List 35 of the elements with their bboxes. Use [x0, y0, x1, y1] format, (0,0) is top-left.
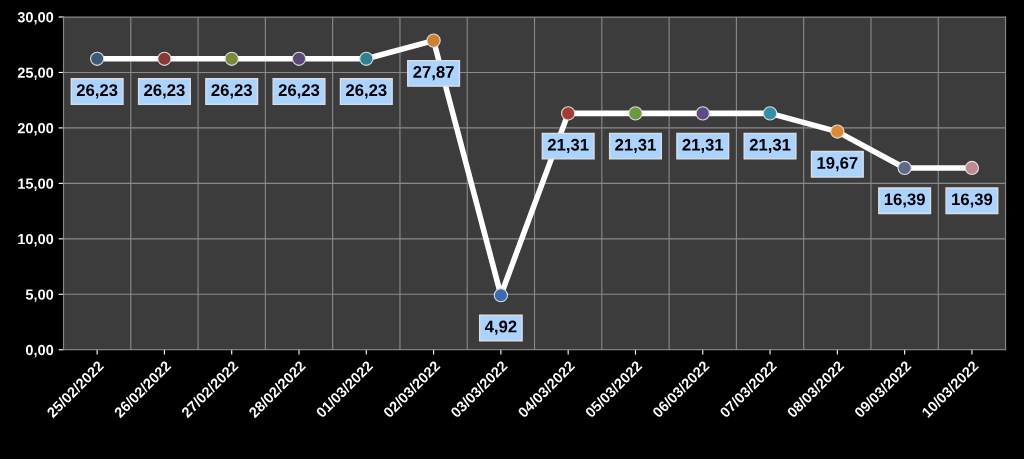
data-label: 26,23 — [144, 84, 185, 99]
data-label: 4,92 — [484, 320, 517, 335]
y-tick-label: 0,00 — [25, 344, 54, 358]
data-label: 19,67 — [817, 157, 858, 172]
data-label: 16,39 — [952, 193, 993, 208]
point — [426, 33, 441, 48]
point — [897, 160, 912, 176]
data-label: 27,87 — [413, 66, 454, 81]
point — [695, 106, 710, 121]
point — [964, 160, 980, 176]
y-tick-label: 25,00 — [17, 67, 54, 80]
point — [493, 288, 509, 303]
point — [157, 51, 172, 66]
y-tick-label: 15,00 — [18, 178, 54, 191]
point — [224, 51, 239, 66]
data-label: 26,23 — [211, 84, 252, 99]
y-tick-label: 20,00 — [17, 123, 54, 136]
y-tick-label: 10,00 — [18, 233, 54, 247]
data-label: 26,23 — [346, 84, 387, 99]
data-label: 21,31 — [615, 138, 656, 154]
point — [561, 106, 576, 121]
data-label: 16,39 — [884, 193, 925, 208]
y-tick-label: 30,00 — [17, 12, 54, 25]
data-label: 21,31 — [547, 138, 589, 154]
data-label: 21,31 — [749, 138, 791, 154]
point — [628, 106, 643, 121]
data-label: 26,23 — [278, 84, 320, 99]
data-label: 21,31 — [682, 138, 724, 154]
point — [762, 106, 778, 121]
point — [830, 124, 845, 139]
data-label: 26,23 — [76, 84, 118, 99]
y-tick-label: 5,00 — [25, 289, 54, 302]
point — [291, 51, 307, 66]
point — [359, 51, 374, 66]
point — [89, 51, 105, 66]
